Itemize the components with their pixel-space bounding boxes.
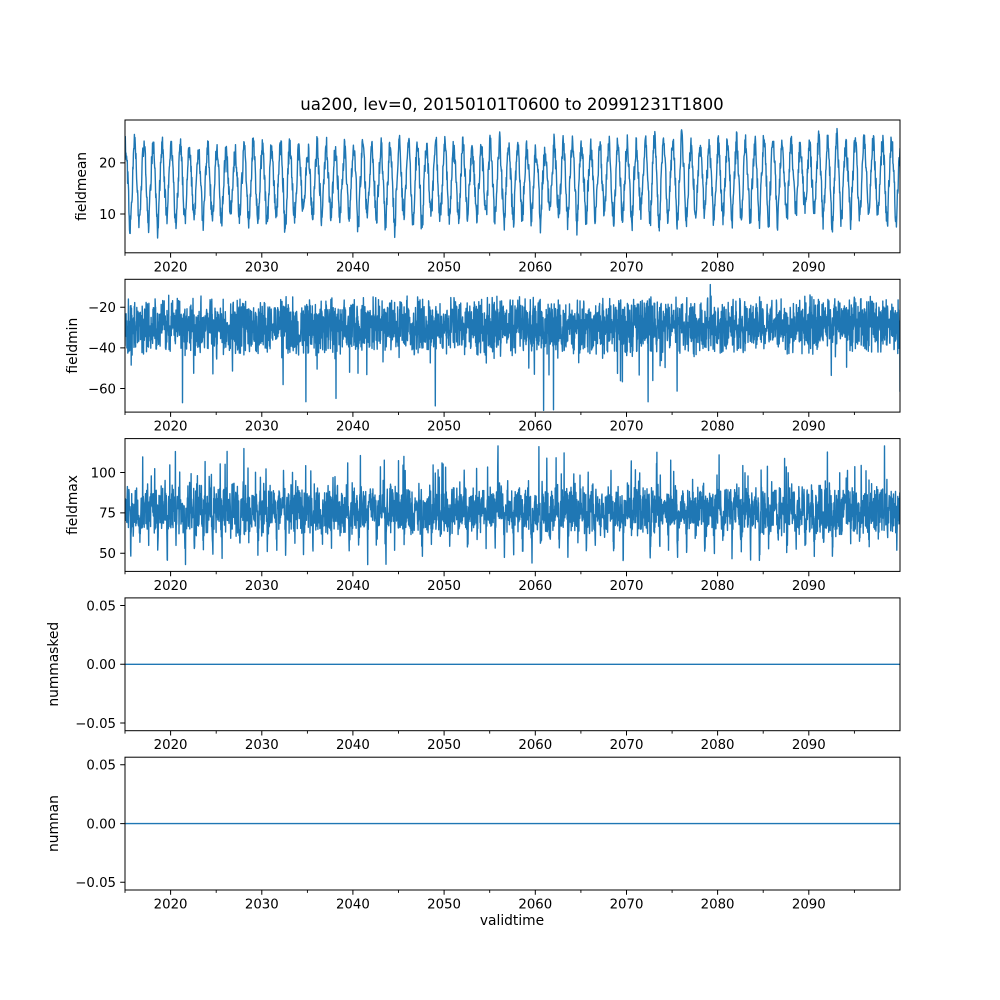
x-tick-label: 2050: [427, 420, 461, 435]
y-ticks: [120, 162, 125, 215]
subplot-fieldmax: 2020 2030 2040 2050 2060 2070 2080 2090 100 75 50 f…: [65, 438, 901, 594]
y-ticks: [120, 306, 125, 389]
x-tick-label: 2080: [701, 260, 735, 275]
x-tick-label: 2090: [792, 898, 826, 913]
x-tick-label: 2080: [701, 579, 735, 594]
plot-area-border: [124, 438, 901, 572]
x-tick-label: 2050: [427, 898, 461, 913]
y-tick-label: 0.00: [86, 817, 116, 832]
y-axis-label-fieldmax: fieldmax: [65, 475, 81, 535]
x-tick-label: 2030: [245, 260, 279, 275]
x-tick-label: 2060: [518, 738, 552, 753]
x-tick-label: 2030: [245, 579, 279, 594]
subplot-nummasked: 2020 2030 2040 2050 2060 2070 2080 2090 0.05 0.00…: [46, 597, 901, 753]
x-tick-label: 2020: [154, 738, 188, 753]
plot-area-border: [124, 119, 901, 254]
figure-title: ua200, lev=0, 20150101T0600 to 20991231T…: [300, 95, 724, 114]
x-tick-label: 2030: [245, 420, 279, 435]
x-tick-label: 2060: [518, 579, 552, 594]
x-tick-label: 2070: [610, 420, 644, 435]
y-tick-label: 10: [99, 208, 116, 223]
x-minor-ticks: [124, 890, 855, 893]
x-tick-label: 2090: [792, 260, 826, 275]
x-tick-label: 2040: [336, 420, 370, 435]
x-axis-label: validtime: [479, 913, 545, 929]
y-axis-label-fieldmin: fieldmin: [65, 318, 81, 374]
y-axis-label-numnan: numnan: [46, 795, 62, 852]
x-tick-label: 2040: [336, 260, 370, 275]
x-tick-label: 2070: [610, 579, 644, 594]
y-tick-label: 50: [99, 547, 116, 562]
x-tick-label: 2080: [701, 738, 735, 753]
y-tick-label: −40: [88, 342, 116, 357]
data-line-fieldmax: [125, 445, 900, 566]
subplot-numnan: 2020 2030 2040 2050 2060 2070 2080 2090 0.05 0.00…: [46, 756, 901, 913]
y-tick-label: −0.05: [75, 717, 116, 732]
x-tick-label: 2090: [792, 579, 826, 594]
y-axis-label-nummasked: nummasked: [46, 622, 62, 707]
y-axis-label-fieldmean: fieldmean: [74, 152, 90, 221]
y-tick-label: −20: [88, 301, 116, 316]
subplot-fieldmin: 2020 2030 2040 2050 2060 2070 2080 2090 −20 −40 −6…: [65, 278, 901, 435]
x-minor-ticks: [124, 412, 855, 415]
y-ticks: [120, 472, 125, 554]
x-tick-label: 2030: [245, 898, 279, 913]
x-major-ticks: [170, 571, 810, 577]
x-major-ticks: [170, 890, 810, 895]
x-tick-label: 2080: [701, 898, 735, 913]
x-major-ticks: [170, 252, 810, 258]
x-major-ticks: [170, 412, 810, 417]
y-tick-label: 0.05: [86, 759, 116, 774]
x-tick-label: 2080: [701, 420, 735, 435]
x-tick-label: 2060: [518, 260, 552, 275]
y-tick-label: 20: [99, 157, 116, 172]
y-tick-label: 0.00: [86, 658, 116, 673]
x-tick-label: 2030: [245, 738, 279, 753]
x-minor-ticks: [124, 730, 855, 734]
y-tick-label: 75: [99, 507, 116, 522]
x-tick-label: 2020: [154, 579, 188, 594]
x-tick-label: 2090: [792, 738, 826, 753]
x-minor-ticks: [124, 571, 855, 575]
x-tick-label: 2020: [154, 898, 188, 913]
x-major-ticks: [170, 730, 810, 736]
data-line-fieldmin: [125, 283, 900, 412]
x-tick-label: 2020: [154, 260, 188, 275]
x-tick-label: 2060: [518, 420, 552, 435]
x-tick-label: 2090: [792, 420, 826, 435]
plot-area-border: [124, 278, 901, 413]
x-tick-label: 2040: [336, 738, 370, 753]
y-tick-label: 100: [91, 466, 116, 481]
subplot-fieldmean: 2020 2030 2040 2050 2060 2070 2080 2090 20 10 fiel…: [74, 119, 901, 275]
x-minor-ticks: [124, 252, 855, 256]
x-tick-label: 2040: [336, 898, 370, 913]
y-ticks: [120, 764, 125, 883]
x-tick-label: 2070: [610, 898, 644, 913]
y-tick-label: −0.05: [75, 876, 116, 891]
x-tick-label: 2070: [610, 738, 644, 753]
y-tick-label: −60: [88, 382, 116, 397]
data-line-fieldmean: [125, 127, 900, 239]
y-ticks: [120, 605, 125, 724]
x-tick-label: 2050: [427, 579, 461, 594]
x-tick-label: 2020: [154, 420, 188, 435]
x-tick-label: 2050: [427, 738, 461, 753]
x-tick-label: 2060: [518, 898, 552, 913]
x-tick-label: 2070: [610, 260, 644, 275]
x-tick-label: 2050: [427, 260, 461, 275]
x-tick-label: 2040: [336, 579, 370, 594]
y-tick-label: 0.05: [86, 599, 116, 614]
